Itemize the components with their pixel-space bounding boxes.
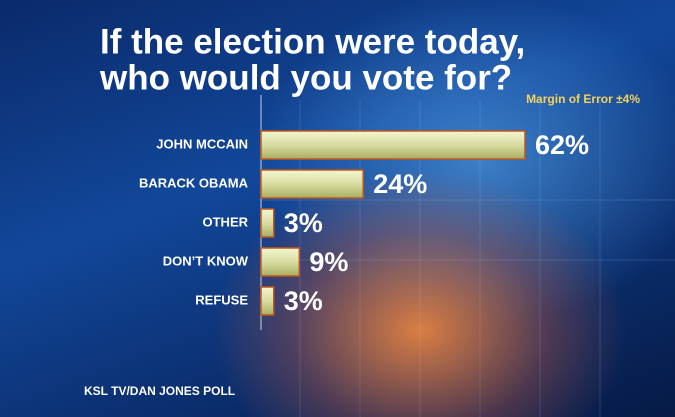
category-label: BARACK OBAMA — [139, 175, 249, 190]
chart-title: who would you vote for? — [99, 58, 512, 97]
source: KSL TV/DAN JONES POLL — [84, 384, 235, 398]
category-label: DON’T KNOW — [163, 253, 249, 268]
value-label: 3% — [284, 208, 323, 238]
bar — [260, 286, 275, 316]
category-label: OTHER — [203, 214, 249, 229]
value-label: 24% — [373, 169, 427, 199]
bar — [260, 130, 526, 160]
value-label: 3% — [284, 286, 323, 316]
chart-subtitle: Margin of Error ±4% — [526, 92, 640, 106]
category-label: JOHN MCCAIN — [156, 136, 248, 151]
bar — [260, 247, 301, 277]
bar — [260, 169, 364, 199]
value-label: 9% — [309, 247, 348, 277]
value-label: 62% — [535, 130, 589, 160]
category-label: REFUSE — [195, 292, 248, 307]
bar — [260, 208, 275, 238]
chart-title: If the election were today, — [100, 22, 525, 61]
